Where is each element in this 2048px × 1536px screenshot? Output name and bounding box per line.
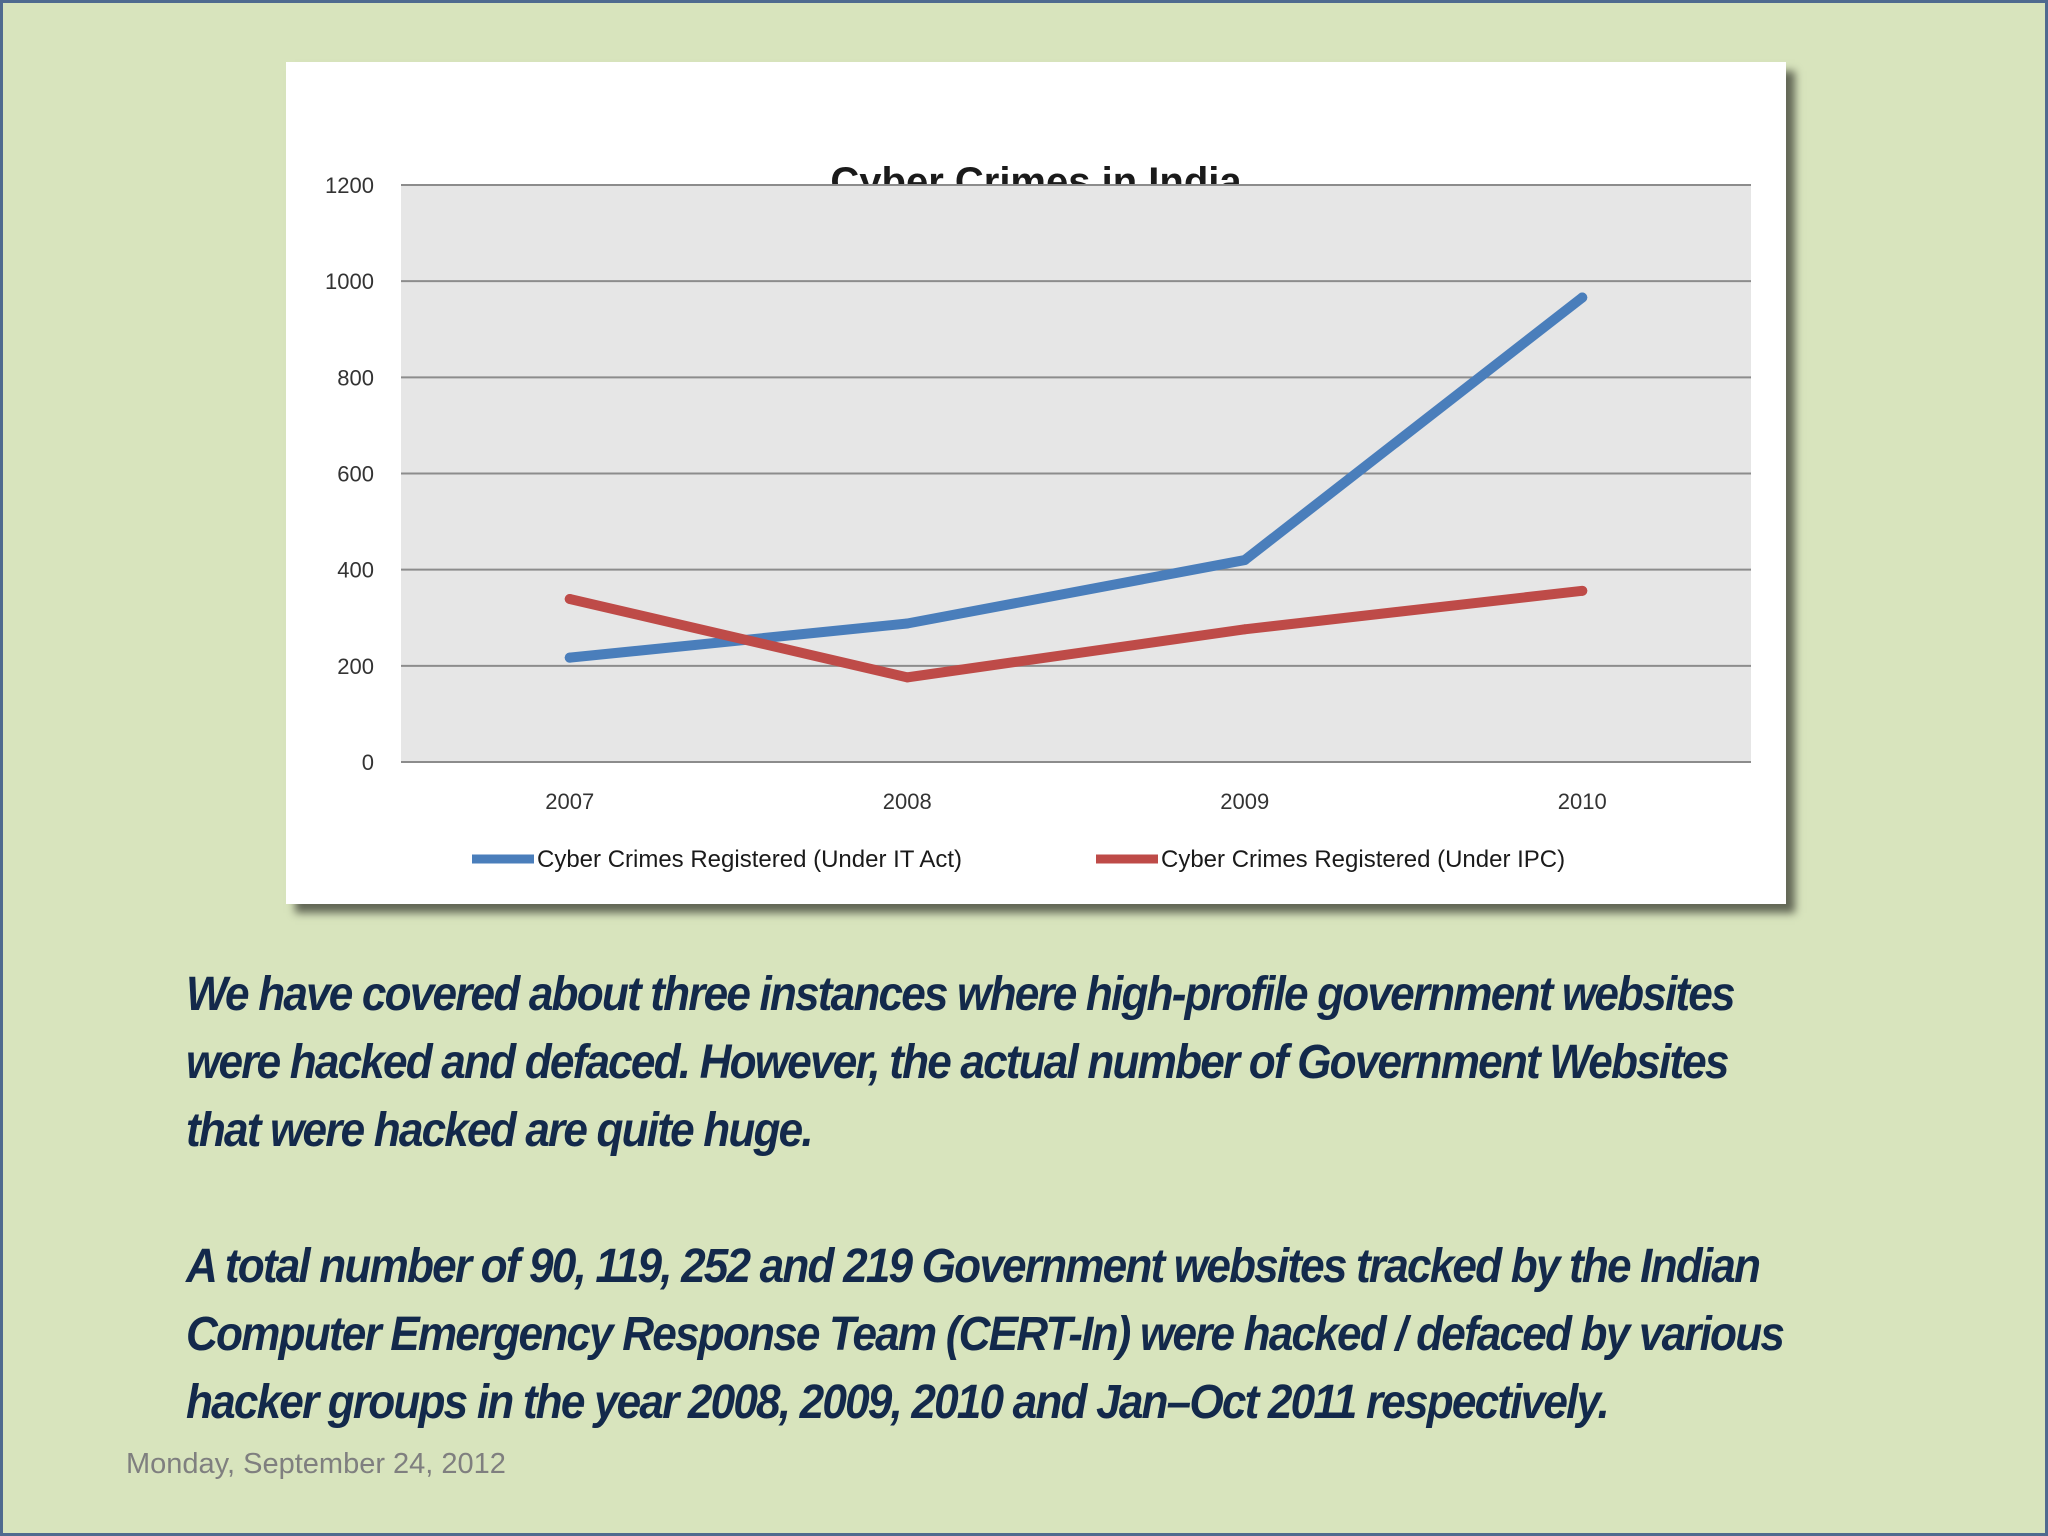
paragraph-websites-hacked: We have covered about three instances wh… [186,968,1736,1157]
x-tick-label: 2007 [545,789,594,814]
y-tick-label: 1000 [325,269,374,294]
paragraph-cert-in-stats: A total number of 90, 119, 252 and 219 G… [186,1240,1785,1429]
y-tick-label: 800 [337,365,374,390]
body-text: We have covered about three instances wh… [186,961,1796,1437]
y-tick-label: 600 [337,462,374,487]
y-tick-label: 1200 [325,173,374,198]
data-point [902,618,913,629]
line-chart: Cyber Crimes in India0200400600800100012… [325,160,1751,873]
date-footer: Monday, September 24, 2012 [126,1448,506,1480]
x-tick-label: 2009 [1220,789,1269,814]
y-tick-label: 400 [337,558,374,583]
y-tick-label: 0 [362,750,374,775]
legend-label: Cyber Crimes Registered (Under IPC) [1161,846,1565,873]
data-point [1239,624,1250,635]
data-point [1577,585,1588,596]
data-point [902,672,913,683]
chart-container: Cyber Crimes in India 0 200 400 600 800 1000 12… [286,62,1786,904]
data-point [1577,292,1588,303]
data-point [564,593,575,604]
y-tick-label: 200 [337,654,374,679]
x-tick-label: 2008 [883,789,932,814]
x-tick-label: 2010 [1558,789,1607,814]
legend-label: Cyber Crimes Registered (Under IT Act) [537,846,962,873]
series-line [564,585,1588,683]
data-point [1239,555,1250,566]
data-point [564,652,575,663]
